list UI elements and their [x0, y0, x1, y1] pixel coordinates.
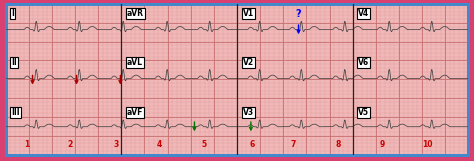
Text: aVR: aVR	[127, 9, 144, 18]
Text: III: III	[11, 108, 20, 117]
Text: 4: 4	[157, 140, 163, 149]
Text: V2: V2	[243, 58, 254, 67]
Text: V4: V4	[358, 9, 369, 18]
Text: 10: 10	[422, 140, 433, 149]
Text: 3: 3	[113, 140, 118, 149]
Text: ?: ?	[296, 9, 301, 19]
Text: V1: V1	[243, 9, 254, 18]
Text: 1: 1	[24, 140, 29, 149]
Text: aVF: aVF	[127, 108, 143, 117]
Text: V6: V6	[358, 58, 369, 67]
Text: V5: V5	[358, 108, 369, 117]
Text: 8: 8	[335, 140, 340, 149]
Text: aVL: aVL	[127, 58, 143, 67]
Text: II: II	[11, 58, 17, 67]
Text: 2: 2	[68, 140, 73, 149]
Text: 9: 9	[380, 140, 385, 149]
Text: 5: 5	[201, 140, 206, 149]
Text: 6: 6	[250, 140, 255, 149]
Text: I: I	[11, 9, 14, 18]
Text: V3: V3	[243, 108, 254, 117]
Text: 7: 7	[291, 140, 296, 149]
